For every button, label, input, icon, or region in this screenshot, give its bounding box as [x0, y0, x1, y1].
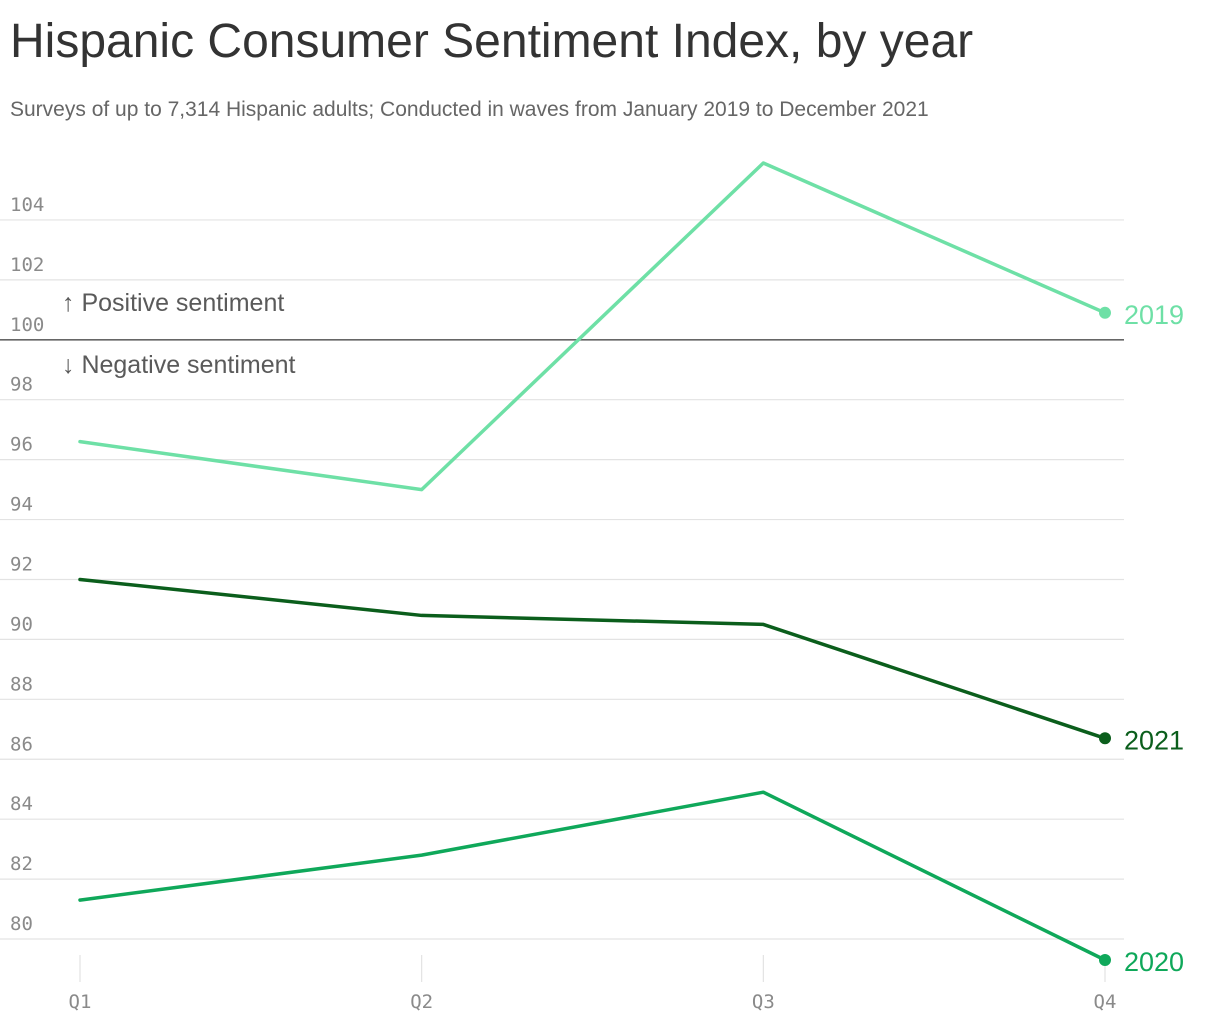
chart-title: Hispanic Consumer Sentiment Index, by ye… [10, 15, 974, 68]
series-label-2019: 2019 [1124, 300, 1184, 330]
y-tick-label: 88 [10, 673, 33, 695]
y-tick-label: 94 [10, 494, 33, 516]
y-tick-label: 98 [10, 374, 33, 396]
x-tick-label: Q3 [752, 991, 775, 1013]
y-tick-label: 104 [10, 194, 44, 216]
series-label-2021: 2021 [1124, 725, 1184, 755]
series-line-2021 [78, 577, 1107, 741]
y-tick-label: 80 [10, 913, 33, 935]
series-end-point-2020 [1099, 954, 1111, 967]
series-line-2019 [78, 161, 1107, 492]
x-tick-label: Q4 [1094, 991, 1117, 1013]
x-axis-ticks: Q1 Q2 Q3 Q4 [69, 955, 1117, 1013]
y-tick-label: 100 [10, 314, 44, 336]
y-tick-label: 86 [10, 733, 33, 755]
series-end-point-2019 [1099, 306, 1111, 319]
y-tick-label: 82 [10, 853, 33, 875]
positive-sentiment-annotation: ↑ Positive sentiment [62, 289, 284, 317]
series-line-2020 [78, 790, 1107, 962]
chart-subtitle: Surveys of up to 7,314 Hispanic adults; … [10, 98, 929, 121]
y-tick-label: 92 [10, 553, 33, 575]
gridlines [0, 219, 1124, 940]
series-lines: 2019 2020 2021 [78, 161, 1184, 977]
negative-sentiment-annotation: ↓ Negative sentiment [62, 351, 296, 379]
y-tick-label: 90 [10, 613, 33, 635]
x-tick-label: Q2 [410, 991, 433, 1013]
y-tick-label: 96 [10, 434, 33, 456]
y-tick-label: 102 [10, 254, 44, 276]
y-axis-ticks: 80 82 84 86 88 90 92 94 96 98 100 102 104 [10, 194, 44, 935]
x-tick-label: Q1 [69, 991, 92, 1013]
series-end-point-2021 [1099, 732, 1111, 745]
series-label-2020: 2020 [1124, 947, 1184, 977]
y-tick-label: 84 [10, 793, 33, 815]
